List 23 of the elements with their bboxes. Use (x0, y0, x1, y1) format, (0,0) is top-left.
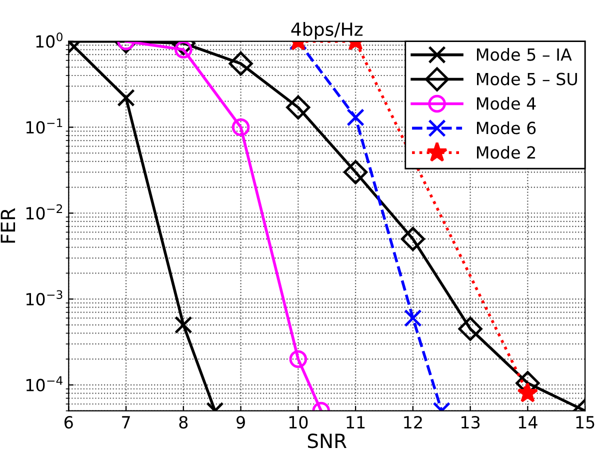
x-tick-label: 9 (236, 416, 245, 429)
legend-label: Mode 5 – SU (477, 72, 577, 86)
y-tick-label: 10$^{−3}$ (26, 290, 62, 306)
x-axis-title: SNR (308, 434, 346, 448)
y-tick-label: 10$^{−1}$ (26, 118, 62, 134)
x-tick-label: 8 (179, 416, 188, 429)
legend-label: Mode 5 – IA (477, 48, 572, 61)
x-tick-label: 12 (404, 416, 422, 428)
y-tick-label: 10$^{0}$ (36, 32, 62, 48)
legend-label: Mode 4 (477, 96, 536, 110)
x-tick-label: 11 (346, 416, 365, 428)
x-tick-label: 15 (576, 416, 594, 429)
y-tick-label: 10$^{−2}$ (26, 204, 62, 220)
y-tick-label: 10$^{−4}$ (26, 376, 63, 392)
legend-label: Mode 2 (477, 146, 536, 159)
legend-label: Mode 6 (477, 121, 536, 134)
chart-title: 4bps/Hz (291, 22, 363, 40)
x-tick-label: 6 (64, 416, 73, 429)
x-tick-label: 7 (122, 416, 130, 428)
x-tick-label: 14 (518, 416, 538, 428)
x-tick-label: 10 (289, 416, 308, 429)
y-axis-title: FER (0, 208, 16, 243)
x-tick-label: 13 (462, 416, 480, 429)
